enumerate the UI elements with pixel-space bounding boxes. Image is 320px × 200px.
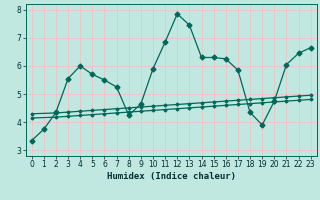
X-axis label: Humidex (Indice chaleur): Humidex (Indice chaleur) [107, 172, 236, 181]
